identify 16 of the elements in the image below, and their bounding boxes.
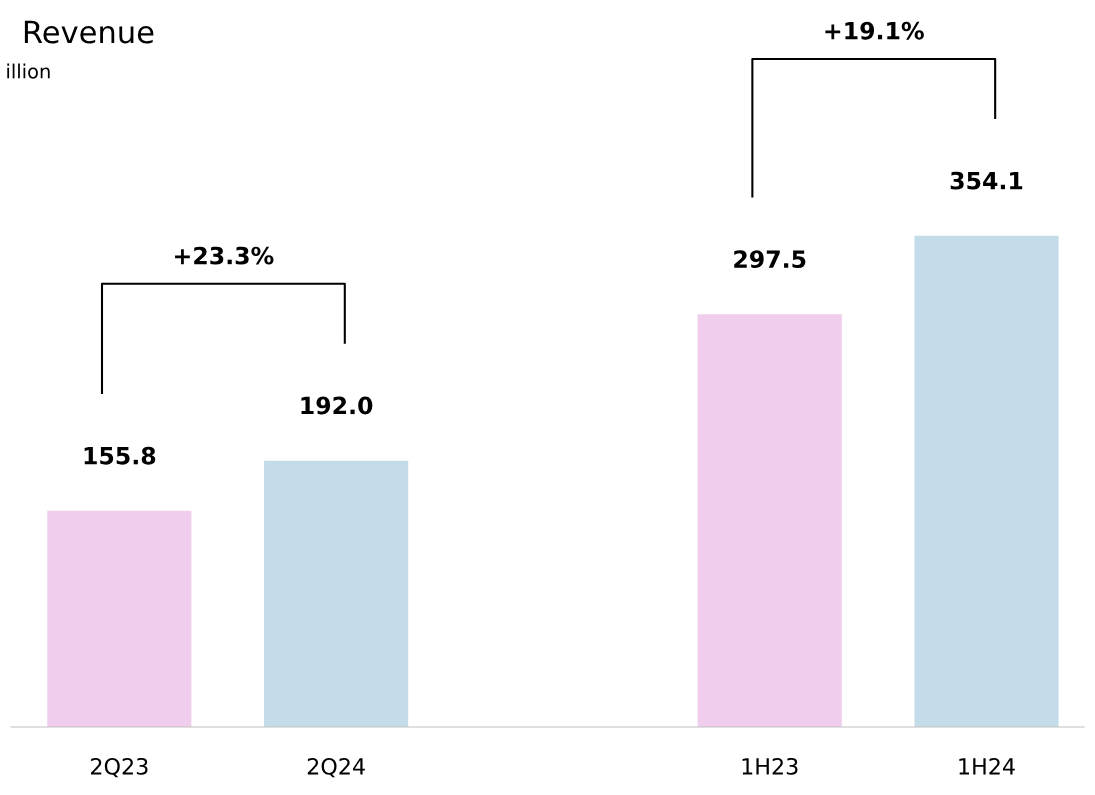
- x-tick-label: 1H23: [742, 757, 798, 775]
- x-tick-label: 1H24: [959, 757, 1015, 775]
- chart-subtitle: illion: [7, 63, 50, 79]
- x-tick-label: 2Q23: [91, 757, 148, 778]
- bar: [264, 460, 409, 727]
- data-label: 192.0: [301, 396, 373, 415]
- data-label: 155.8: [84, 446, 156, 465]
- bar: [914, 235, 1059, 727]
- data-label: 354.1: [950, 171, 1023, 190]
- chart-title: Revenue: [24, 20, 154, 44]
- x-tick-label: 2Q24: [307, 757, 365, 778]
- annotation: +23.3%: [175, 246, 274, 265]
- bar: [697, 314, 842, 727]
- bar: [47, 510, 192, 727]
- data-label: 297.5: [734, 250, 806, 269]
- text: +19.1%: [825, 21, 924, 40]
